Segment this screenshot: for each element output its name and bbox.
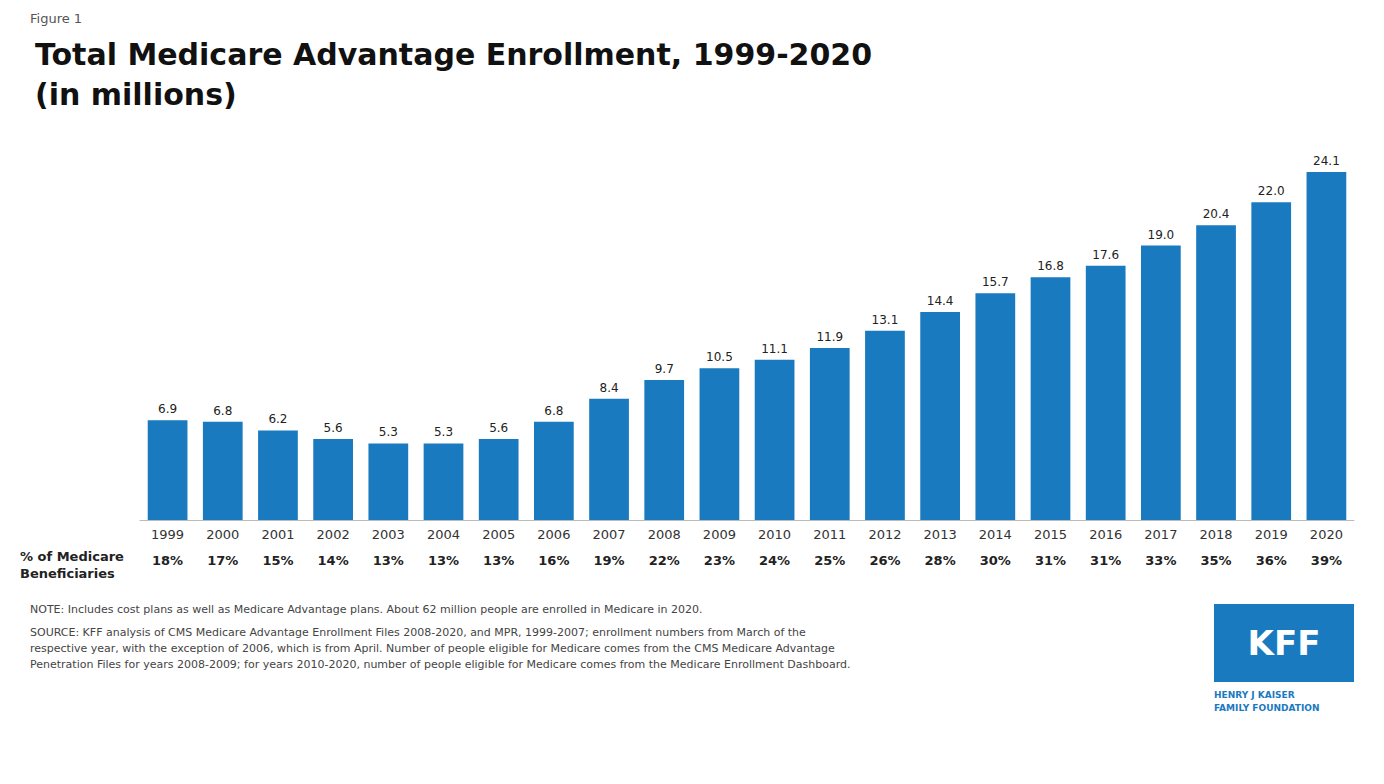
svg-text:respective year, with the exce: respective year, with the exception of 2… <box>30 642 835 655</box>
svg-text:23%: 23% <box>704 553 735 568</box>
svg-text:% of Medicare: % of Medicare <box>20 549 124 564</box>
svg-text:5.6: 5.6 <box>324 421 343 435</box>
svg-text:15%: 15% <box>262 553 293 568</box>
svg-text:NOTE: Includes cost plans as w: NOTE: Includes cost plans as well as Med… <box>30 603 703 616</box>
svg-text:9.7: 9.7 <box>655 362 674 376</box>
svg-text:36%: 36% <box>1256 553 1287 568</box>
svg-text:2010: 2010 <box>758 527 791 542</box>
svg-text:2011: 2011 <box>813 527 846 542</box>
svg-text:25%: 25% <box>814 553 845 568</box>
svg-text:HENRY J KAISER: HENRY J KAISER <box>1214 690 1295 700</box>
svg-text:19.0: 19.0 <box>1148 228 1175 242</box>
svg-text:2000: 2000 <box>206 527 239 542</box>
svg-text:17%: 17% <box>207 553 238 568</box>
svg-text:1999: 1999 <box>151 527 184 542</box>
svg-text:14.4: 14.4 <box>927 294 954 308</box>
svg-text:33%: 33% <box>1145 553 1176 568</box>
svg-text:SOURCE: KFF analysis of CMS Me: SOURCE: KFF analysis of CMS Medicare Adv… <box>30 626 806 639</box>
svg-text:2020: 2020 <box>1310 527 1343 542</box>
svg-text:13%: 13% <box>428 553 459 568</box>
svg-text:13%: 13% <box>373 553 404 568</box>
svg-text:2013: 2013 <box>924 527 957 542</box>
svg-text:6.9: 6.9 <box>158 402 177 416</box>
svg-text:16%: 16% <box>538 553 569 568</box>
svg-text:2005: 2005 <box>482 527 515 542</box>
svg-text:KFF: KFF <box>1248 623 1321 663</box>
svg-text:35%: 35% <box>1200 553 1231 568</box>
svg-text:FAMILY FOUNDATION: FAMILY FOUNDATION <box>1214 703 1319 713</box>
svg-text:24.1: 24.1 <box>1313 154 1340 168</box>
svg-text:2016: 2016 <box>1089 527 1122 542</box>
svg-text:19%: 19% <box>593 553 624 568</box>
svg-text:2003: 2003 <box>372 527 405 542</box>
svg-text:31%: 31% <box>1090 553 1121 568</box>
svg-text:24%: 24% <box>759 553 790 568</box>
svg-text:2014: 2014 <box>979 527 1012 542</box>
svg-text:2009: 2009 <box>703 527 736 542</box>
svg-text:14%: 14% <box>318 553 349 568</box>
svg-text:2006: 2006 <box>537 527 570 542</box>
svg-text:13%: 13% <box>483 553 514 568</box>
svg-text:2001: 2001 <box>261 527 294 542</box>
svg-text:20.4: 20.4 <box>1203 207 1230 221</box>
svg-text:11.9: 11.9 <box>816 330 843 344</box>
svg-text:5.3: 5.3 <box>379 425 398 439</box>
svg-text:6.8: 6.8 <box>544 404 563 418</box>
svg-text:2004: 2004 <box>427 527 460 542</box>
svg-text:15.7: 15.7 <box>982 275 1009 289</box>
svg-text:26%: 26% <box>869 553 900 568</box>
svg-text:28%: 28% <box>925 553 956 568</box>
svg-text:13.1: 13.1 <box>872 313 899 327</box>
svg-text:18%: 18% <box>152 553 183 568</box>
svg-text:22%: 22% <box>649 553 680 568</box>
svg-text:2018: 2018 <box>1199 527 1232 542</box>
svg-text:Penetration Files for years 20: Penetration Files for years 2008-2009; f… <box>30 658 850 671</box>
svg-text:2017: 2017 <box>1144 527 1177 542</box>
svg-text:22.0: 22.0 <box>1258 184 1285 198</box>
svg-text:5.3: 5.3 <box>434 425 453 439</box>
svg-text:30%: 30% <box>980 553 1011 568</box>
svg-text:2007: 2007 <box>592 527 625 542</box>
svg-text:6.8: 6.8 <box>213 404 232 418</box>
svg-text:17.6: 17.6 <box>1092 248 1119 262</box>
svg-text:5.6: 5.6 <box>489 421 508 435</box>
svg-text:Beneficiaries: Beneficiaries <box>20 566 115 581</box>
svg-text:8.4: 8.4 <box>599 381 618 395</box>
svg-text:2019: 2019 <box>1255 527 1288 542</box>
svg-text:Figure 1: Figure 1 <box>30 11 82 26</box>
svg-text:31%: 31% <box>1035 553 1066 568</box>
svg-text:(in millions): (in millions) <box>35 77 237 112</box>
svg-text:2015: 2015 <box>1034 527 1067 542</box>
svg-text:11.1: 11.1 <box>761 342 788 356</box>
svg-text:39%: 39% <box>1311 553 1342 568</box>
svg-text:16.8: 16.8 <box>1037 259 1064 273</box>
svg-text:6.2: 6.2 <box>268 412 287 426</box>
svg-text:2008: 2008 <box>648 527 681 542</box>
svg-text:10.5: 10.5 <box>706 350 733 364</box>
svg-text:Total Medicare Advantage Enrol: Total Medicare Advantage Enrollment, 199… <box>35 37 872 72</box>
svg-text:2012: 2012 <box>868 527 901 542</box>
svg-text:2002: 2002 <box>317 527 350 542</box>
